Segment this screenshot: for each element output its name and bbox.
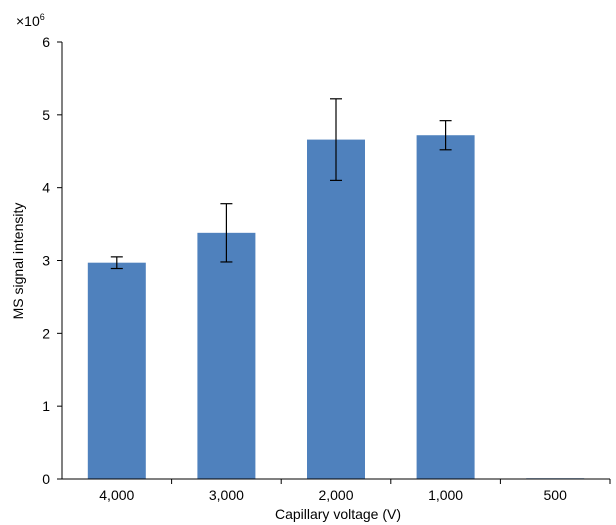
bar-2 (307, 139, 365, 479)
y-tick-label: 1 (42, 398, 50, 414)
y-ticks-group: 0 1 2 3 4 5 6 (42, 34, 62, 487)
error-bar-2 (330, 98, 342, 181)
x-axis-title: Capillary voltage (V) (275, 506, 401, 522)
error-bar-3 (439, 120, 452, 151)
plot-area: 0 1 2 3 4 5 6 4,000 3,000 2,000 1,000 500 (42, 34, 611, 503)
error-bars-group (110, 98, 452, 270)
y-tick-label: 3 (42, 253, 50, 269)
y-tick-label: 2 (42, 325, 50, 341)
error-bar-1 (220, 203, 233, 263)
bars-group (87, 135, 585, 479)
x-tick-label: 4,000 (99, 487, 134, 503)
y-tick-label: 6 (42, 34, 50, 50)
bar-1 (197, 232, 256, 479)
x-tick-label: 500 (544, 487, 568, 503)
x-tick-label: 3,000 (209, 487, 244, 503)
y-tick-label: 4 (42, 180, 50, 196)
bar-3 (416, 135, 475, 479)
error-bar-0 (110, 256, 123, 270)
y-axis-title: MS signal intensity (10, 203, 26, 320)
y-tick-label: 0 (42, 471, 50, 487)
x-tick-label: 2,000 (318, 487, 353, 503)
x-tick-label: 1,000 (428, 487, 463, 503)
y-multiplier-exponent: 6 (40, 12, 45, 22)
y-tick-label: 5 (42, 107, 50, 123)
y-multiplier-label: ×106 (16, 12, 45, 29)
x-ticks-group: 4,000 3,000 2,000 1,000 500 (99, 479, 611, 503)
bar-0 (87, 262, 146, 479)
